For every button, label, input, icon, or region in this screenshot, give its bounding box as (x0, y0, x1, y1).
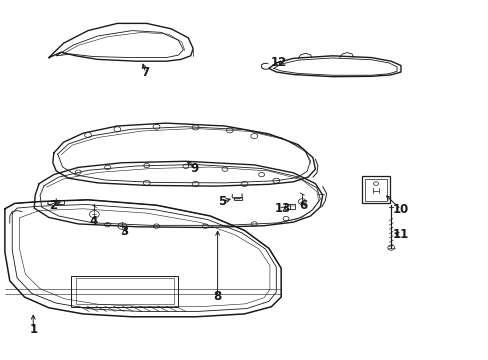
Text: 7: 7 (142, 66, 149, 79)
Bar (56, 200, 63, 204)
Bar (365, 179, 386, 201)
Text: 6: 6 (299, 199, 306, 212)
Text: 12: 12 (270, 57, 286, 69)
Bar (233, 197, 241, 200)
Text: 2: 2 (49, 199, 57, 212)
Bar (284, 204, 295, 209)
Bar (361, 176, 389, 203)
Text: 5: 5 (218, 195, 226, 208)
Text: 4: 4 (90, 215, 98, 228)
Text: 11: 11 (392, 228, 408, 241)
Bar (76, 278, 173, 304)
Text: 10: 10 (392, 203, 408, 216)
Text: 1: 1 (29, 323, 37, 336)
Text: 9: 9 (190, 162, 198, 175)
Text: 3: 3 (121, 225, 128, 238)
Bar (71, 276, 178, 307)
Text: 13: 13 (274, 202, 290, 215)
Text: 8: 8 (213, 291, 221, 303)
